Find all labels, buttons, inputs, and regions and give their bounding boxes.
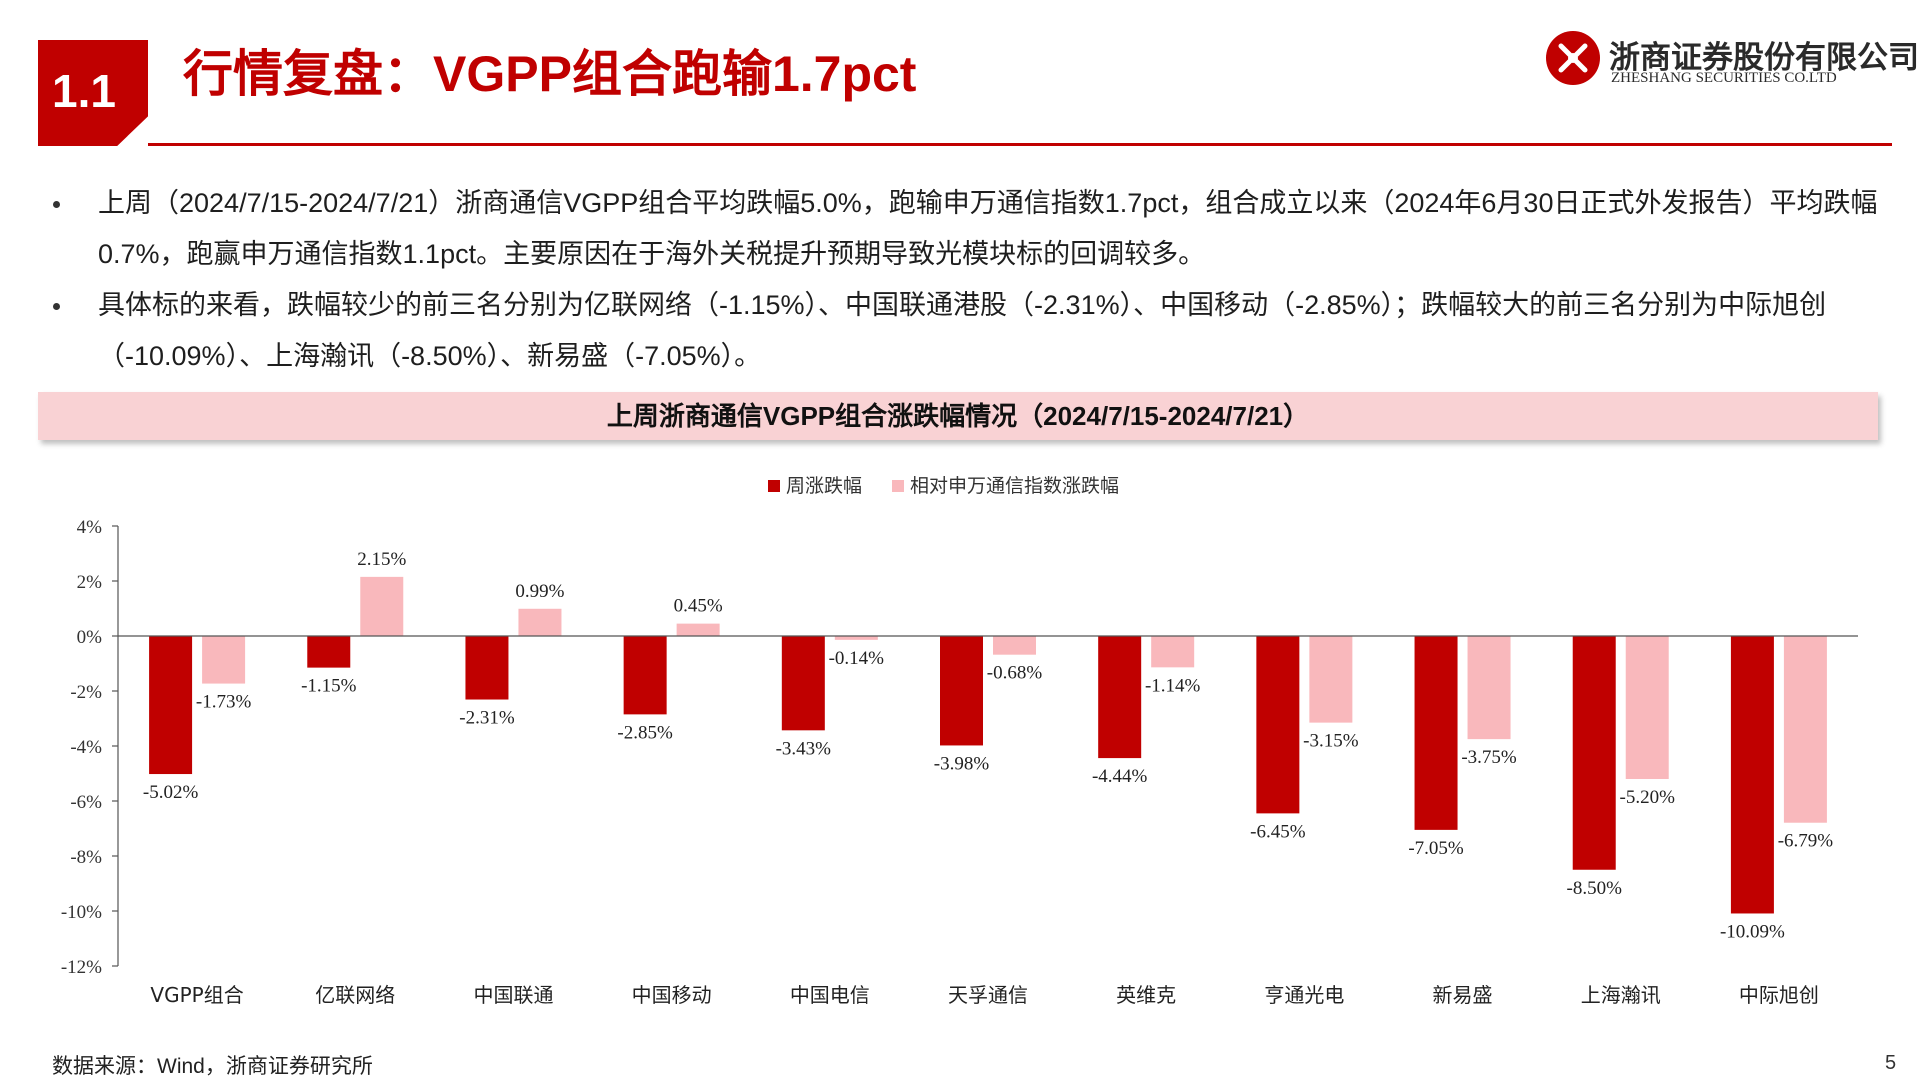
bar [1783,636,1827,823]
page-number: 5 [1885,1052,1897,1074]
logo-company-name-en: ZHESHANG SECURITIES CO.LTD [1611,70,1837,86]
bar [676,623,720,636]
bar [1414,636,1458,830]
bar [1098,636,1142,759]
data-label: -3.75% [1461,747,1517,768]
y-tick-label: -12% [61,957,102,978]
x-tick-label: 中际旭创 [1739,983,1819,1007]
data-label: -1.15% [301,676,357,697]
data-label: -10.09% [1720,921,1785,942]
y-tick-label: 2% [77,572,103,593]
bar [834,636,878,640]
bar [1730,636,1774,914]
y-tick-label: 4% [77,517,103,538]
x-tick-label: VGPP组合 [150,983,243,1007]
bar [1256,636,1300,814]
y-tick-label: -10% [61,902,102,923]
data-label: -3.98% [934,753,990,774]
data-label: 0.99% [515,581,564,602]
bar [307,636,351,668]
bar [940,636,983,746]
data-label: -6.79% [1778,831,1834,852]
logo-company-name-cn: 浙商证券股份有限公司 [1609,40,1919,76]
bar [518,608,562,636]
data-label: -4.44% [1092,766,1148,787]
data-label: -0.68% [987,663,1043,684]
bar [1467,636,1511,740]
data-label: -2.85% [617,722,673,743]
data-label: -6.45% [1250,821,1306,842]
x-tick-label: 中国联通 [473,983,553,1007]
bar [1309,636,1353,723]
x-tick-label: 英维克 [1116,983,1176,1007]
bar [1625,636,1669,779]
bullet-item: 具体标的来看，跌幅较少的前三名分别为亿联网络（-1.15%）、中国联通港股（-2… [50,280,1880,382]
data-label: -2.31% [459,708,515,729]
chart-banner: 上周浙商通信VGPP组合涨跌幅情况（2024/7/15-2024/7/21） [38,392,1878,440]
bar [465,636,509,700]
bar [781,636,825,731]
bar [360,576,404,636]
company-logo: 浙商证券股份有限公司 ZHESHANG SECURITIES CO.LTD [1545,30,1919,92]
data-label: -5.02% [143,782,199,803]
data-source: 数据来源：Wind，浙商证券研究所 [52,1055,373,1078]
data-label: -0.14% [829,648,885,669]
data-label: -3.15% [1303,731,1359,752]
zheshang-logo-icon [1546,31,1600,85]
legend-label: 周涨跌幅 [786,475,862,497]
bar [202,636,246,684]
bar [1572,636,1616,870]
section-number: 1.1 [52,65,116,117]
y-tick-label: -6% [70,792,102,813]
header-divider [148,143,1892,146]
legend-swatch [768,480,780,492]
bar-chart: 4% 2% 0% -2% -4% -6% -8% -10% -12% -5.02% -1.73% VG… [61,475,1858,1007]
data-label: 2.15% [357,549,406,570]
x-tick-label: 新易盛 [1433,983,1493,1007]
data-label: -5.20% [1620,787,1676,808]
bullet-item: 上周（2024/7/15-2024/7/21）浙商通信VGPP组合平均跌幅5.0… [50,178,1880,280]
y-tick-label: -2% [70,682,102,703]
x-tick-label: 上海瀚讯 [1581,983,1661,1007]
data-label: -3.43% [776,738,832,759]
data-label: -7.05% [1408,838,1464,859]
y-tick-label: -4% [70,737,102,758]
legend-swatch [892,480,904,492]
legend-label: 相对申万通信指数涨跌幅 [910,475,1119,497]
x-tick-label: 亿联网络 [315,983,395,1007]
bar [149,636,193,775]
data-label: -1.73% [196,692,252,713]
page-title: 行情复盘：VGPP组合跑输1.7pct [183,46,917,102]
y-tick-label: 0% [77,627,103,648]
y-tick-label: -8% [70,847,102,868]
bar [1151,636,1195,668]
x-tick-label: 天孚通信 [948,983,1028,1007]
data-label: -8.50% [1567,878,1623,899]
data-label: 0.45% [674,596,723,617]
x-tick-label: 中国电信 [790,983,870,1007]
x-tick-label: 中国移动 [632,983,712,1007]
section-badge: 1.1 [38,40,148,146]
bar [993,636,1036,655]
data-label: -1.14% [1145,675,1201,696]
summary-bullets: 上周（2024/7/15-2024/7/21）浙商通信VGPP组合平均跌幅5.0… [50,178,1880,382]
bar [623,636,667,715]
x-tick-label: 亨通光电 [1264,983,1344,1007]
